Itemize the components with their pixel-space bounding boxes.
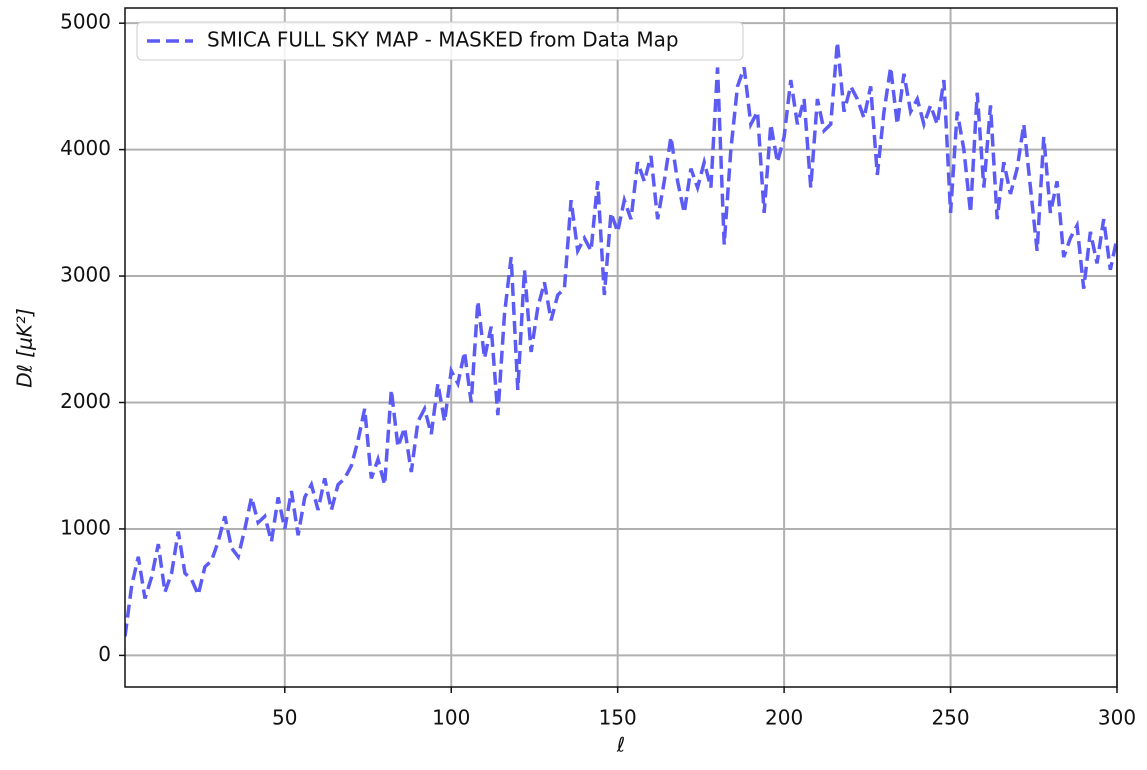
data-line: [125, 41, 1117, 637]
y-tick-label: 4000: [60, 136, 111, 160]
legend-label: SMICA FULL SKY MAP - MASKED from Data Ma…: [207, 28, 679, 52]
x-tick-label: 250: [931, 706, 969, 730]
y-tick-label: 5000: [60, 10, 111, 34]
y-tick-label: 2000: [60, 389, 111, 413]
y-tick-label: 0: [98, 642, 111, 666]
y-tick-label: 1000: [60, 515, 111, 539]
x-tick-label: 50: [272, 706, 297, 730]
y-axis-label: Dℓ [μK²]: [13, 308, 37, 387]
plot-frame: [124, 7, 1118, 688]
x-tick-label: 150: [599, 706, 637, 730]
x-tick-label: 100: [432, 706, 470, 730]
y-tick-label: 3000: [60, 263, 111, 287]
x-tick-label: 200: [765, 706, 803, 730]
legend-box: [136, 21, 744, 61]
x-tick-label: 300: [1098, 706, 1136, 730]
x-axis-label: ℓ: [616, 733, 625, 757]
